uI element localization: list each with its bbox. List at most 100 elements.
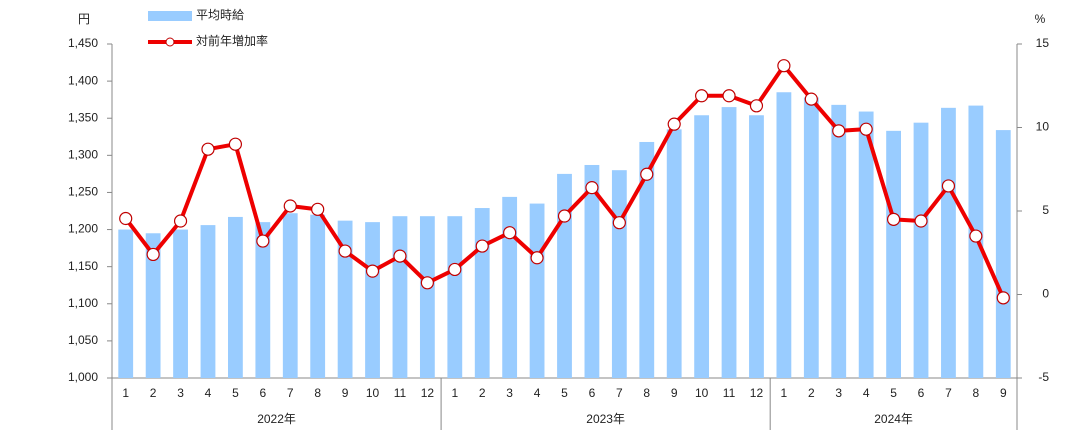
bar [913, 122, 929, 378]
x-tick-label: 4 [205, 386, 212, 400]
bar [941, 107, 956, 378]
x-tick-label: 8 [314, 386, 321, 400]
line-marker [859, 122, 873, 136]
x-tick-label: 4 [534, 386, 541, 400]
bar [392, 216, 408, 378]
line-marker [119, 211, 133, 226]
x-tick-label: 10 [695, 386, 709, 400]
line-marker [667, 117, 681, 131]
y-tick-label: 1,350 [68, 110, 98, 124]
bar [584, 164, 600, 378]
line-marker [996, 291, 1010, 305]
bar [749, 115, 764, 379]
line-marker [475, 239, 489, 253]
line-marker [146, 247, 160, 262]
group-label: 2022年 [257, 412, 296, 426]
line-marker [393, 249, 407, 263]
bar [694, 115, 710, 379]
bar [447, 216, 463, 378]
y-tick-label: 1,100 [68, 296, 98, 310]
bar [365, 222, 380, 378]
bar [337, 220, 353, 378]
line-marker [941, 179, 956, 193]
line-marker [914, 214, 928, 228]
line-marker [420, 276, 434, 290]
y-tick-label: 1,050 [68, 333, 98, 347]
bar [776, 92, 792, 378]
y-axis-label: 円 [78, 12, 90, 26]
line-marker [777, 59, 791, 73]
x-tick-label: 9 [1000, 386, 1007, 400]
bar [474, 208, 490, 378]
x-tick-label: 8 [643, 386, 650, 400]
line-marker [283, 199, 297, 213]
line-marker [201, 142, 215, 156]
line-marker [448, 262, 462, 277]
bar [831, 104, 847, 379]
x-tick-label: 11 [723, 386, 736, 400]
bar [557, 173, 572, 378]
bar [858, 111, 874, 378]
y2-tick-label: 10 [1036, 120, 1050, 134]
x-tick-label: 11 [394, 386, 407, 400]
y-tick-label: 1,200 [68, 222, 98, 236]
bar [611, 170, 627, 378]
x-tick-label: 1 [781, 386, 788, 400]
bar [282, 213, 298, 378]
y-tick-label: 1,000 [68, 370, 98, 384]
bar [200, 225, 216, 378]
x-tick-label: 2 [150, 386, 157, 400]
y-tick-label: 1,250 [68, 185, 98, 199]
y2-tick-label: 5 [1042, 203, 1049, 217]
line-marker [832, 124, 846, 138]
line-marker [503, 226, 517, 240]
x-tick-label: 7 [287, 386, 294, 400]
x-tick-label: 12 [750, 386, 764, 400]
bar [803, 97, 819, 378]
bar [173, 229, 188, 378]
x-tick-label: 5 [890, 386, 897, 400]
x-tick-label: 4 [863, 386, 870, 400]
bar [145, 233, 161, 378]
legend-label: 対前年増加率 [196, 33, 268, 48]
y-tick-label: 1,300 [68, 148, 98, 162]
y2-axis-label: % [1035, 12, 1046, 26]
line-marker [256, 234, 270, 248]
line-marker [695, 89, 709, 103]
line-marker [585, 181, 599, 195]
x-tick-label: 6 [259, 386, 266, 400]
bar [886, 130, 901, 378]
y-tick-label: 1,450 [68, 36, 98, 50]
legend-marker [165, 37, 175, 47]
bar [118, 229, 134, 378]
x-tick-label: 8 [973, 386, 980, 400]
bar [228, 216, 243, 378]
line-marker [338, 244, 352, 258]
x-tick-label: 7 [616, 386, 623, 400]
x-tick-label: 6 [918, 386, 925, 400]
line-marker [173, 214, 188, 228]
line-marker [530, 251, 544, 265]
x-tick-label: 5 [232, 386, 239, 400]
group-label: 2023年 [586, 412, 625, 426]
line-marker [557, 209, 572, 223]
bar [666, 129, 682, 378]
y2-tick-label: 15 [1036, 36, 1050, 50]
bar [529, 203, 545, 378]
line-marker [886, 212, 901, 226]
y2-tick-label: 0 [1042, 287, 1049, 301]
line-marker [969, 229, 983, 243]
x-tick-label: 3 [835, 386, 842, 400]
bar [310, 214, 326, 378]
bar [995, 130, 1011, 378]
line-marker [612, 216, 626, 230]
x-tick-label: 10 [366, 386, 380, 400]
bar [255, 222, 271, 378]
legend-label: 平均時給 [196, 8, 244, 22]
bar [721, 107, 737, 378]
line-marker [228, 137, 243, 151]
bar [639, 141, 655, 378]
x-tick-label: 9 [671, 386, 678, 400]
line-marker [311, 202, 325, 216]
x-tick-label: 1 [451, 386, 458, 400]
